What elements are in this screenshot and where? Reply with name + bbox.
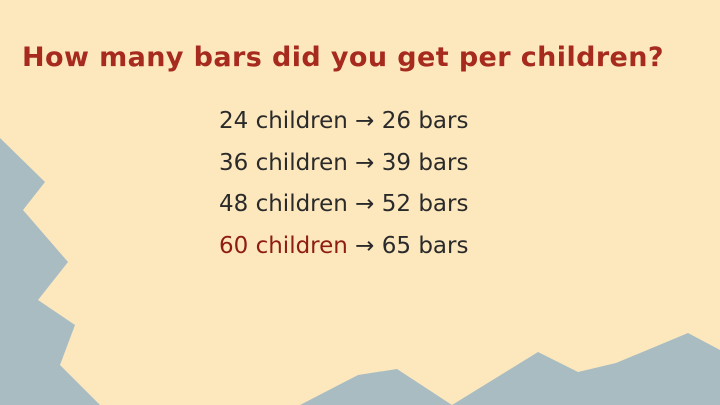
left-jagged-shape [0, 138, 100, 405]
ratio-line-4-rest: → 65 bars [347, 232, 469, 259]
ratio-line-4: 60 children → 65 bars [219, 226, 468, 268]
ratio-list: 24 children → 26 bars 36 children → 39 b… [219, 101, 468, 267]
ratio-line-2: 36 children → 39 bars [219, 149, 469, 176]
highlighted-children-count: 60 children [219, 232, 348, 259]
slide-title: How many bars did you get per children? [22, 42, 664, 73]
ratio-line-1: 24 children → 26 bars [219, 108, 469, 134]
bottom-right-jagged-shape [300, 333, 720, 405]
ratio-line-3: 48 children → 52 bars [219, 191, 469, 217]
